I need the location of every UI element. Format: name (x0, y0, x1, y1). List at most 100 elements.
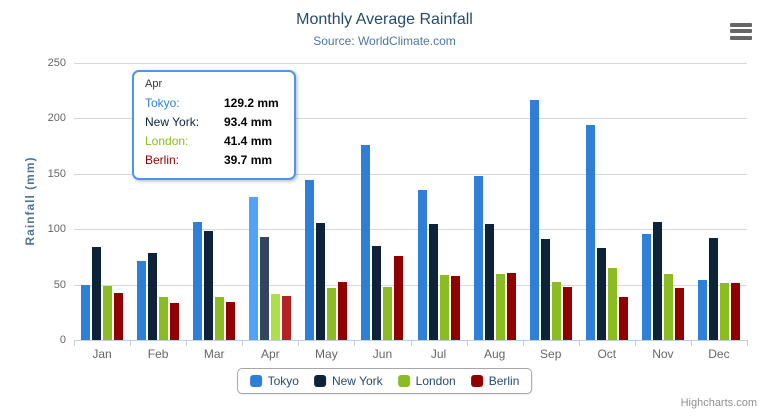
tooltip-series-value: 93.4 mm (224, 115, 273, 129)
bar-tokyo-nov[interactable] (641, 234, 651, 340)
bar-new-york-sep[interactable] (540, 239, 550, 340)
legend-item-berlin[interactable]: Berlin (470, 374, 520, 388)
gridline-200 (74, 118, 747, 120)
bar-berlin-nov[interactable] (674, 288, 684, 340)
bar-london-sep[interactable] (551, 281, 561, 340)
x-axis-tick (186, 341, 188, 346)
legend-swatch-tokyo (249, 375, 262, 387)
x-axis-tick (747, 341, 748, 346)
bar-new-york-apr[interactable] (260, 236, 270, 340)
bar-new-york-may[interactable] (316, 222, 326, 340)
bar-berlin-sep[interactable] (562, 287, 572, 340)
legend-swatch-berlin (470, 375, 483, 387)
bar-group-nov (635, 63, 691, 340)
bar-berlin-aug[interactable] (506, 273, 516, 340)
bar-tokyo-feb[interactable] (137, 260, 147, 340)
y-axis-tick-label-100: 100 (47, 223, 66, 236)
bar-tokyo-mar[interactable] (193, 222, 203, 340)
bar-tokyo-sep[interactable] (529, 100, 539, 340)
bar-group-feb (130, 63, 186, 340)
x-axis-label-mar: Mar (203, 347, 225, 361)
bar-group-apr (242, 63, 298, 340)
bar-group-oct (579, 63, 635, 340)
y-axis-tick-label-200: 200 (47, 112, 66, 125)
x-axis-label-jul: Jul (430, 347, 447, 361)
tooltip-row-tokyo: Tokyo: 129.2 mm (145, 94, 283, 113)
legend-swatch-london (397, 375, 410, 387)
bar-london-feb[interactable] (159, 297, 169, 340)
x-axis-tick (634, 341, 636, 346)
bar-tokyo-dec[interactable] (697, 279, 707, 340)
bar-berlin-jan[interactable] (114, 293, 124, 340)
credits-link[interactable]: Highcharts.com (680, 397, 757, 409)
x-axis-line (74, 340, 748, 341)
x-axis-label-apr: Apr (260, 347, 280, 361)
bar-group-dec (691, 63, 747, 340)
bar-london-oct[interactable] (607, 267, 617, 340)
bar-new-york-mar[interactable] (204, 230, 214, 340)
bar-london-jul[interactable] (439, 274, 449, 340)
bar-berlin-dec[interactable] (730, 283, 740, 340)
tooltip-series-label: London: (145, 134, 189, 148)
bar-london-apr[interactable] (271, 294, 281, 340)
legend-item-new-york[interactable]: New York (313, 374, 383, 388)
bar-london-nov[interactable] (663, 274, 673, 340)
bar-new-york-dec[interactable] (708, 237, 718, 340)
bar-berlin-may[interactable] (338, 281, 348, 340)
bar-group-jun (354, 63, 410, 340)
bar-tokyo-oct[interactable] (585, 124, 595, 340)
bar-berlin-mar[interactable] (226, 301, 236, 340)
tooltip-series-label: New York: (145, 115, 200, 129)
bar-tokyo-jul[interactable] (417, 189, 427, 340)
bar-new-york-jun[interactable] (372, 246, 382, 340)
x-axis-tick (74, 341, 75, 346)
tooltip-series-label: Tokyo: (145, 96, 180, 110)
bar-tokyo-may[interactable] (305, 180, 315, 340)
x-axis-label-jan: Jan (92, 347, 112, 361)
y-axis-tick-label-0: 0 (59, 334, 66, 346)
bar-tokyo-apr[interactable] (249, 196, 259, 340)
bar-london-jun[interactable] (383, 286, 393, 340)
bar-berlin-jun[interactable] (394, 256, 404, 340)
bar-tokyo-jun[interactable] (361, 145, 371, 340)
bar-new-york-jan[interactable] (92, 247, 102, 340)
bar-berlin-oct[interactable] (618, 296, 628, 340)
bar-new-york-feb[interactable] (148, 252, 158, 340)
legend-swatch-new-york (313, 375, 326, 387)
x-axis-label-feb: Feb (147, 347, 169, 361)
bar-london-dec[interactable] (719, 283, 729, 340)
x-axis-tick (242, 341, 244, 346)
gridline-150 (74, 173, 747, 175)
x-axis-label-nov: Nov (652, 347, 674, 361)
bar-london-may[interactable] (327, 287, 337, 340)
bar-london-mar[interactable] (215, 296, 225, 340)
bar-group-sep (523, 63, 579, 340)
export-menu-button[interactable] (727, 18, 755, 42)
bar-berlin-apr[interactable] (282, 296, 292, 340)
tooltip-series-value: 41.4 mm (224, 134, 273, 148)
x-axis-tick (466, 341, 468, 346)
x-axis-tick (522, 341, 524, 346)
bar-new-york-oct[interactable] (596, 247, 606, 340)
bar-london-aug[interactable] (495, 274, 505, 340)
x-axis-tick (690, 341, 692, 346)
bar-new-york-aug[interactable] (484, 224, 494, 340)
x-axis-label-jun: Jun (372, 347, 393, 361)
legend-item-london[interactable]: London (397, 374, 456, 388)
legend: Tokyo New York London Berlin (236, 368, 533, 394)
tooltip-category: Apr (145, 78, 163, 90)
x-axis-tick (410, 341, 412, 346)
x-axis-tick (130, 341, 132, 346)
legend-item-tokyo[interactable]: Tokyo (249, 374, 299, 388)
bar-new-york-nov[interactable] (652, 221, 662, 340)
bar-berlin-feb[interactable] (170, 303, 180, 340)
gridline-50 (74, 284, 747, 286)
bar-london-jan[interactable] (103, 285, 113, 340)
bar-tokyo-aug[interactable] (473, 175, 483, 340)
legend-label: Berlin (488, 374, 520, 388)
x-axis-tick (298, 341, 300, 346)
bar-tokyo-jan[interactable] (81, 284, 91, 340)
bar-new-york-jul[interactable] (428, 223, 438, 340)
legend-label: London (415, 374, 456, 388)
bar-berlin-jul[interactable] (450, 276, 460, 340)
